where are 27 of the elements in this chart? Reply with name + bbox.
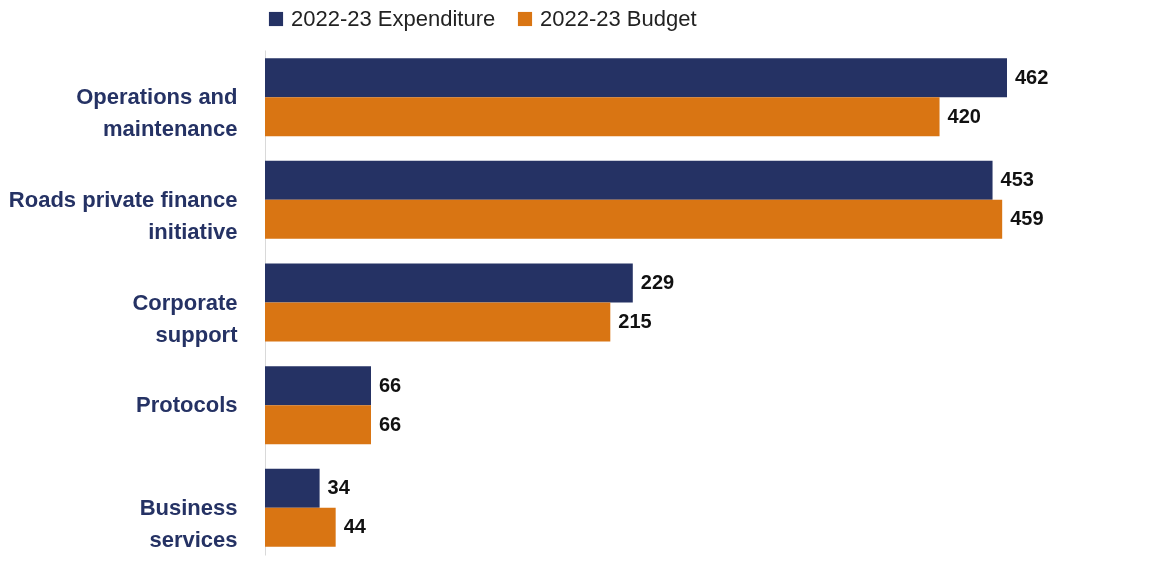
data-label: 66 [379, 373, 402, 396]
y-tick-label: Protocols [136, 392, 238, 418]
bar [265, 160, 993, 200]
data-label: 453 [1000, 168, 1034, 191]
data-label: 459 [1010, 207, 1044, 230]
data-label: 420 [947, 104, 981, 127]
bar [265, 199, 1003, 239]
bar [265, 405, 371, 445]
legend-label: 2022-23 Budget [540, 6, 697, 31]
bar [265, 507, 336, 547]
data-label: 462 [1015, 65, 1049, 88]
bar [265, 97, 940, 137]
bar [265, 468, 320, 508]
legend-label: 2022-23 Expenditure [291, 6, 496, 31]
bar [265, 58, 1007, 98]
y-tick-label: Roads private finance initiative [8, 186, 238, 244]
bar [265, 302, 611, 342]
data-label: 229 [640, 271, 675, 293]
data-label: 215 [618, 310, 652, 332]
y-tick-label: Business services [139, 494, 238, 552]
y-tick-label: Operations and maintenance [76, 84, 238, 142]
data-label: 34 [327, 476, 351, 499]
bar [265, 366, 371, 406]
y-tick-label: Corporate support [132, 289, 239, 347]
bar [265, 263, 633, 303]
data-label: 44 [343, 515, 367, 538]
data-label: 66 [379, 412, 402, 435]
